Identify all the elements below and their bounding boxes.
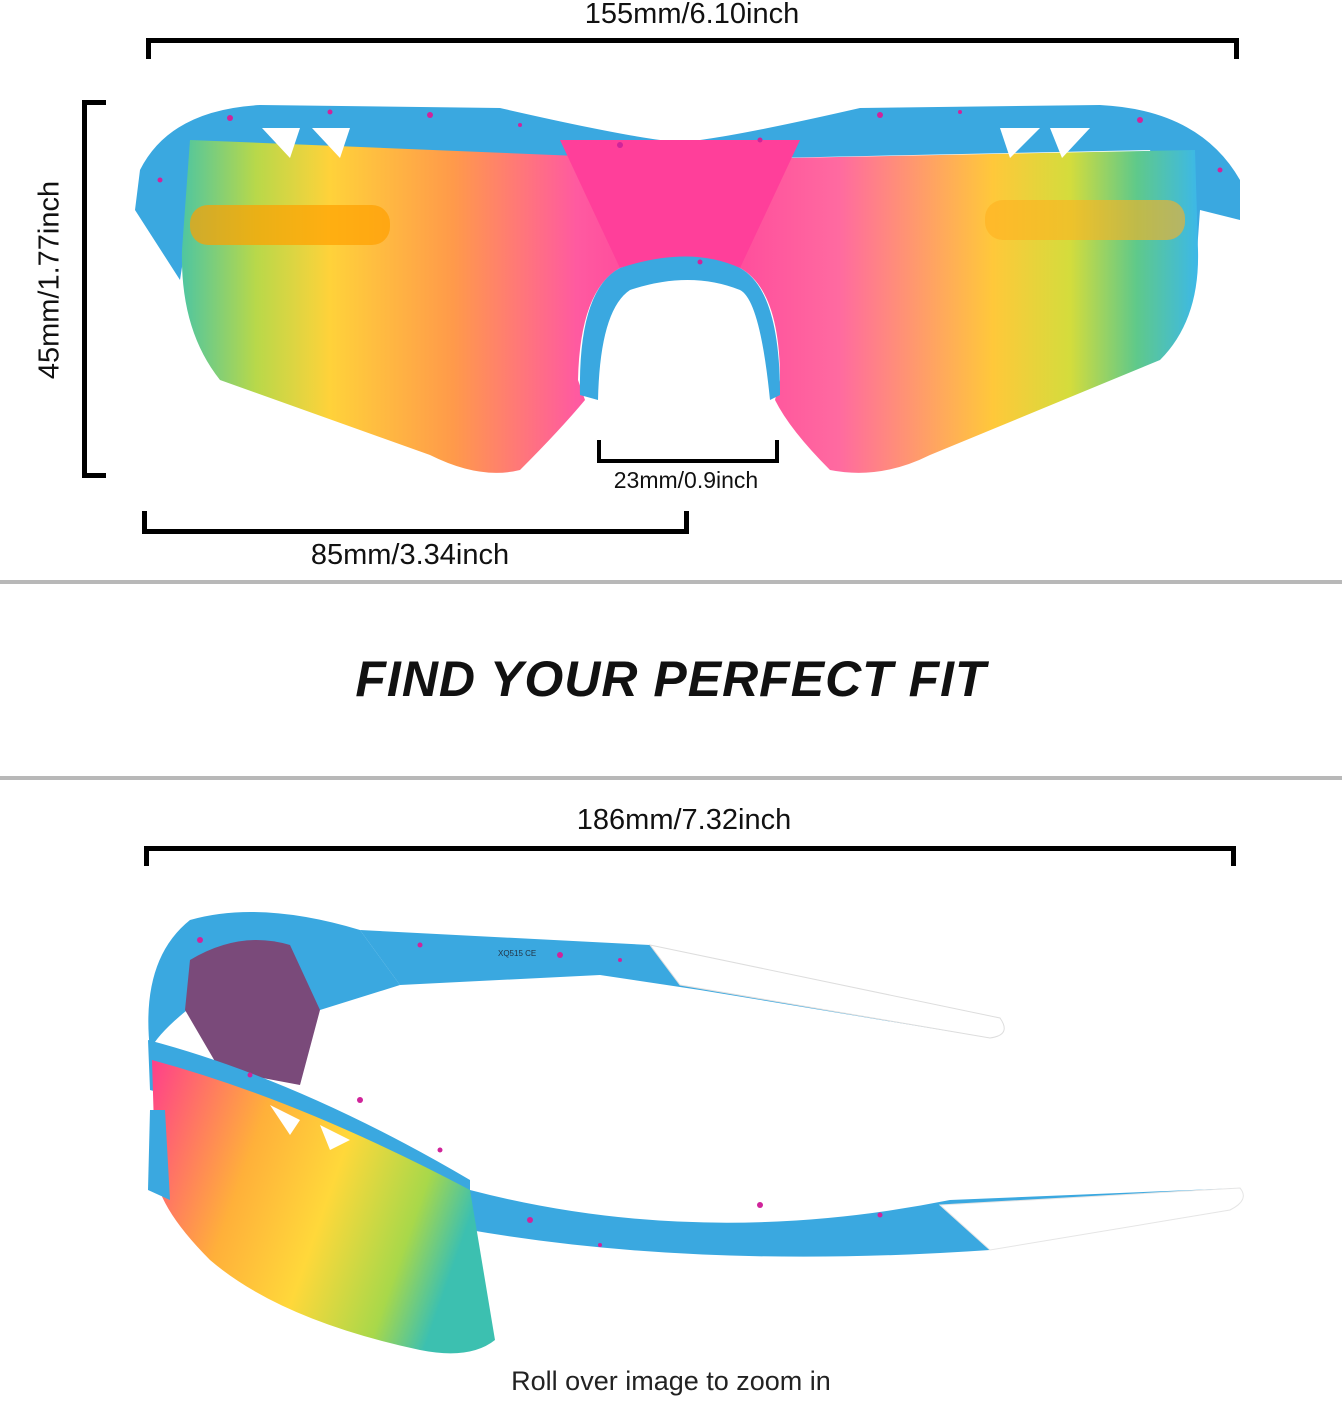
lens-height-tick-top — [82, 100, 106, 105]
lens-width-line — [142, 529, 689, 534]
frame-width-label: 155mm/6.10inch — [584, 0, 800, 30]
bridge-width-line — [597, 459, 779, 463]
bridge-width-tick-left — [597, 440, 601, 462]
separator-bottom — [0, 776, 1342, 780]
lens-height-tick-bottom — [82, 473, 106, 478]
zoom-hint-caption: Roll over image to zoom in — [511, 1366, 831, 1396]
front-view-glasses — [135, 105, 1240, 473]
frame-width-line — [148, 38, 1238, 43]
product-imprint: XQ515 CE — [498, 949, 537, 958]
lens-width-label: 85mm/3.34inch — [310, 539, 510, 571]
heading: FIND YOUR PERFECT FIT — [355, 651, 987, 707]
temple-length-tick-left — [144, 846, 149, 866]
temple-length-line — [144, 846, 1236, 851]
frame-width-tick-right — [1234, 38, 1239, 59]
side-view-glasses — [148, 912, 1244, 1354]
bridge-width-tick-right — [775, 440, 779, 462]
lens-width-tick-right — [684, 511, 689, 534]
lens-width-tick-left — [142, 511, 147, 534]
separator-top — [0, 580, 1342, 584]
temple-length-tick-right — [1231, 846, 1236, 866]
frame-width-tick-left — [146, 38, 151, 59]
lens-height-line — [82, 100, 87, 478]
temple-length-label: 186mm/7.32inch — [576, 804, 792, 836]
lens-height-label: 45mm/1.77inch — [33, 180, 66, 380]
bridge-width-label: 23mm/0.9inch — [613, 467, 759, 493]
